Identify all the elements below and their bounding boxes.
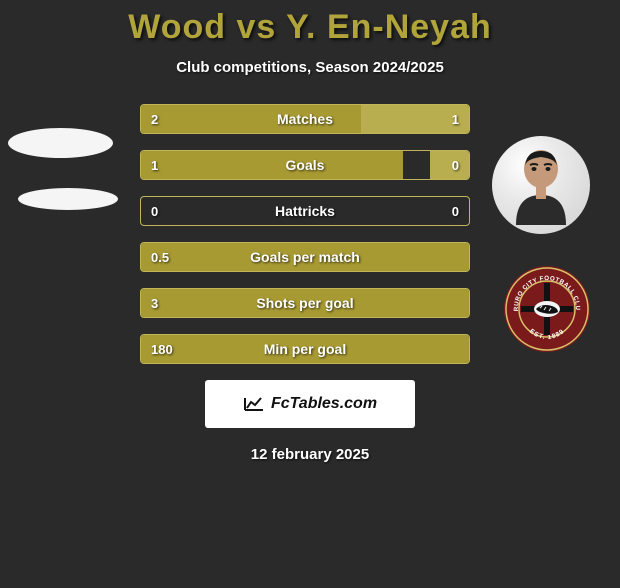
comparison-bars: 21Matches 10Goals 0 0Hattricks 0.5Goals per … bbox=[140, 104, 470, 364]
comparison-bar-row: 180Min per goal bbox=[140, 334, 470, 364]
bar-fill-left bbox=[141, 335, 469, 363]
comparison-bar-row: 0.5Goals per match bbox=[140, 242, 470, 272]
title-player-right: Y. En-Neyah bbox=[286, 8, 492, 46]
bar-label: Hattricks bbox=[141, 197, 469, 225]
bar-value-left: 0 bbox=[151, 197, 158, 225]
comparison-bar-row: 0 0Hattricks bbox=[140, 196, 470, 226]
comparison-bar-row: 10Goals bbox=[140, 150, 470, 180]
bar-value-right: 0 bbox=[452, 197, 459, 225]
watermark-text: FcTables.com bbox=[271, 395, 377, 413]
comparison-title: Wood vs Y. En-Neyah bbox=[0, 8, 620, 47]
comparison-content: 21Matches 10Goals 0 0Hattricks 0.5Goals per … bbox=[0, 104, 620, 463]
bar-fill-left bbox=[141, 243, 469, 271]
comparison-subtitle: Club competitions, Season 2024/2025 bbox=[0, 59, 620, 76]
watermark[interactable]: FcTables.com bbox=[205, 380, 415, 428]
bar-fill-right bbox=[361, 105, 469, 133]
bar-fill-left bbox=[141, 289, 469, 317]
comparison-bar-row: 3Shots per goal bbox=[140, 288, 470, 318]
bar-fill-left bbox=[141, 105, 361, 133]
bar-fill-left bbox=[141, 151, 403, 179]
bar-fill-right bbox=[430, 151, 469, 179]
chart-icon bbox=[243, 396, 265, 412]
comparison-bar-row: 21Matches bbox=[140, 104, 470, 134]
title-vs: vs bbox=[226, 8, 286, 46]
title-player-left: Wood bbox=[128, 8, 226, 46]
comparison-date: 12 february 2025 bbox=[0, 446, 620, 463]
